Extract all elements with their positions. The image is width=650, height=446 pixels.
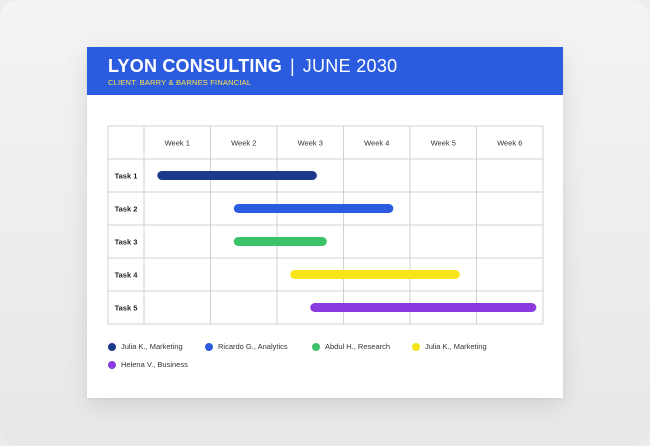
column-header: Week 5 — [431, 139, 456, 148]
column-header: Week 2 — [231, 139, 256, 148]
legend-label: Helena V., Business — [121, 360, 188, 369]
company-name: LYON CONSULTING — [108, 56, 283, 76]
header-banner: LYON CONSULTING | JUNE 2030 CLIENT: BARRY … — [87, 47, 563, 95]
column-header: Week 4 — [364, 139, 389, 148]
task-label: Task 1 — [115, 172, 138, 181]
legend-dot-icon — [312, 342, 320, 351]
task-label: Task 4 — [115, 271, 139, 280]
legend-dot-icon — [412, 342, 420, 351]
column-header: Week 3 — [298, 139, 323, 148]
column-header: Week 1 — [165, 139, 190, 148]
report-date: JUNE 2030 — [302, 56, 398, 76]
client-name: CLIENT: BARRY & BARNES FINANCIAL — [108, 78, 252, 87]
task-bar — [310, 303, 537, 312]
legend-item: Helena V., Business — [108, 360, 188, 369]
task-bar — [233, 237, 327, 246]
task-bar — [290, 270, 460, 279]
gantt-card: LYON CONSULTING | JUNE 2030 CLIENT: BARRY … — [87, 47, 563, 398]
gantt-chart: Week 1 Week 2 Week 3 Week 4 Week 5 Week 6 Task… — [107, 125, 544, 325]
header-title: LYON CONSULTING | JUNE 2030 — [108, 56, 397, 76]
legend-dot-icon — [205, 342, 213, 351]
legend-label: Julia K., Marketing — [425, 342, 487, 351]
legend-label: Julia K., Marketing — [121, 342, 183, 351]
column-header: Week 6 — [497, 139, 522, 148]
legend-label: Abdul H., Research — [325, 342, 391, 351]
task-label: Task 3 — [115, 238, 138, 247]
legend-dot-icon — [108, 342, 116, 351]
task-label: Task 5 — [115, 304, 138, 313]
task-bar — [233, 204, 394, 213]
legend-dot-icon — [108, 360, 116, 369]
task-label: Task 2 — [115, 205, 138, 214]
title-separator: | — [290, 56, 295, 76]
legend-item: Ricardo G., Analytics — [205, 342, 288, 351]
legend-item: Abdul H., Research — [312, 342, 390, 351]
task-bar — [157, 171, 317, 180]
legend-item: Julia K., Marketing — [412, 342, 487, 351]
legend-label: Ricardo G., Analytics — [218, 342, 288, 351]
legend-item: Julia K., Marketing — [108, 342, 183, 351]
